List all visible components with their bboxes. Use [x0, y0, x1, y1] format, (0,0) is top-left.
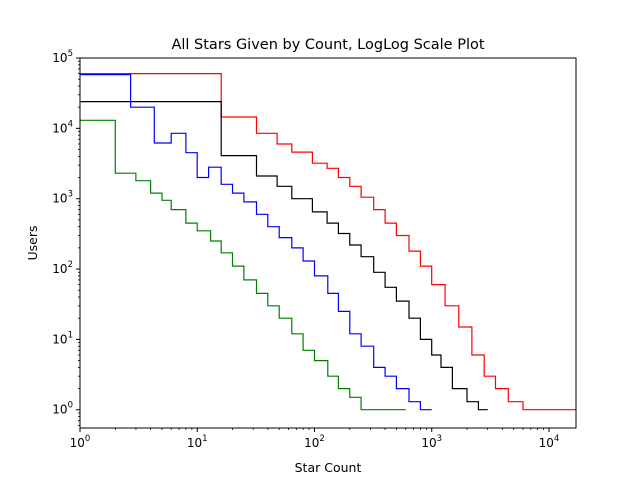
series-layer: [80, 73, 576, 411]
y-tick-label-3: 103: [52, 190, 73, 206]
series-line-1: [80, 101, 488, 411]
x-tick-label-3: 103: [421, 434, 442, 450]
x-tick-label-1: 101: [187, 434, 208, 450]
y-tick-label-2: 102: [52, 260, 73, 276]
y-tick-label-1: 101: [52, 330, 73, 346]
x-tick-label-4: 104: [539, 434, 560, 450]
x-axis-label: Star Count: [295, 460, 362, 475]
plot-frame: [79, 57, 577, 429]
chart-title: All Stars Given by Count, LogLog Scale P…: [171, 37, 484, 53]
x-axis: 100 101 102 103 104: [70, 428, 560, 450]
series-line-2: [80, 74, 432, 411]
x-tick-label-0: 100: [70, 434, 91, 450]
y-axis-label: Users: [25, 225, 40, 260]
y-tick-label-5: 105: [52, 49, 73, 65]
series-line-0: [80, 73, 576, 411]
y-tick-label-4: 104: [52, 119, 73, 135]
y-tick-label-0: 100: [52, 401, 73, 417]
y-axis: 100 101 102 103 104 105: [52, 49, 80, 426]
series-line-3: [80, 119, 406, 411]
x-tick-label-2: 102: [304, 434, 325, 450]
